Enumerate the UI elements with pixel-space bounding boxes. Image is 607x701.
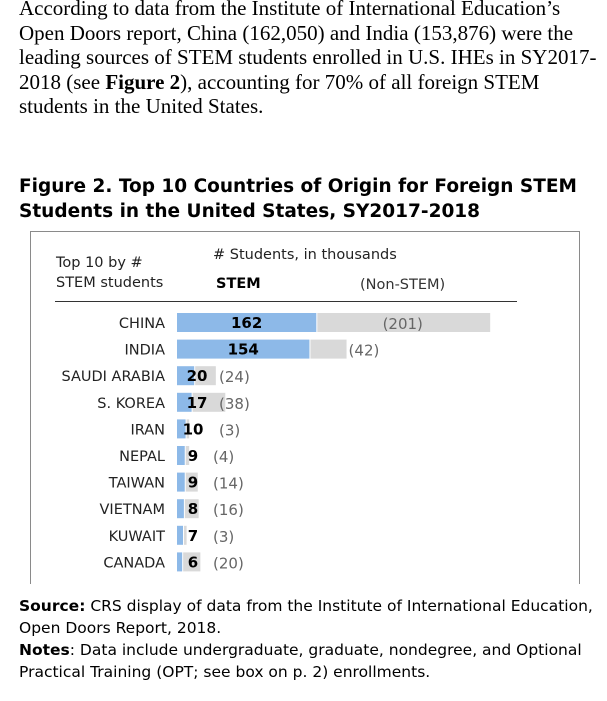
figure-notes: Source: CRS display of data from the Ins… bbox=[19, 595, 599, 683]
legend-stem: STEM bbox=[216, 276, 261, 292]
row-header-line1: Top 10 by # bbox=[56, 255, 143, 271]
units-label: # Students, in thousands bbox=[213, 247, 397, 263]
body-paragraph: According to data from the Institute of … bbox=[19, 0, 599, 119]
figure-title: Figure 2. Top 10 Countries of Origin for… bbox=[19, 176, 577, 222]
source-line: Source: CRS display of data from the Ins… bbox=[19, 595, 599, 639]
paragraph-text-end: ), accounting for 70% of all foreign STE… bbox=[19, 69, 540, 119]
chart-frame bbox=[30, 231, 580, 584]
notes-label: Notes bbox=[19, 641, 70, 659]
row-header: Top 10 by # STEM students bbox=[56, 253, 163, 293]
row-header-line2: STEM students bbox=[56, 275, 164, 291]
source-label: Source: bbox=[19, 597, 86, 615]
figure-reference: Figure 2 bbox=[105, 69, 181, 94]
source-text: CRS display of data from the Institute o… bbox=[19, 597, 593, 637]
legend-non-stem: (Non-STEM) bbox=[360, 277, 446, 293]
paragraph-text: According to data from the Institute of … bbox=[19, 0, 597, 94]
notes-line: Notes: Data include undergraduate, gradu… bbox=[19, 639, 599, 683]
header-rule bbox=[55, 301, 517, 302]
notes-text: : Data include undergraduate, graduate, … bbox=[19, 641, 582, 681]
